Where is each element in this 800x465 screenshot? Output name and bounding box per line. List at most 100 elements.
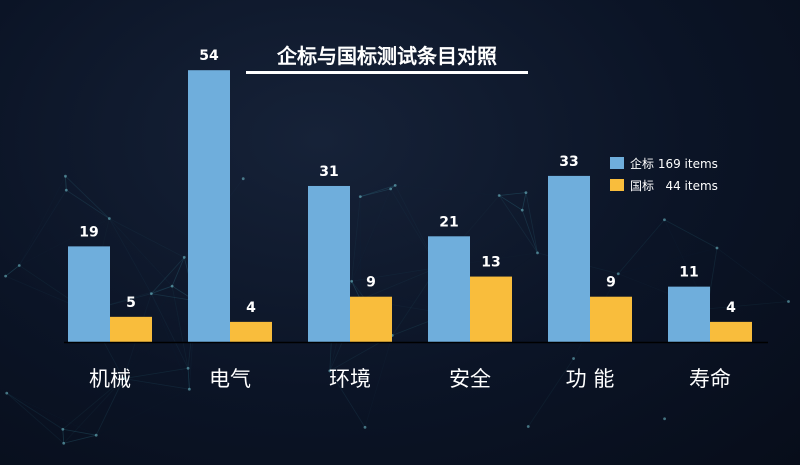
chart-title: 企标与国标测试条目对照 [277, 44, 497, 68]
network-line [521, 209, 538, 253]
data-label: 4 [726, 300, 736, 316]
network-node [149, 292, 153, 296]
data-label: 19 [79, 224, 98, 240]
network-node [5, 391, 9, 395]
network-line [187, 368, 190, 390]
x-tick-label: 功 能 [566, 367, 615, 391]
data-label: 5 [126, 295, 136, 311]
network-line [364, 335, 393, 428]
network-line [108, 218, 152, 294]
network-node [4, 274, 8, 278]
network-line [151, 293, 196, 302]
network-line [6, 392, 64, 430]
legend-label-series-2: 国标 44 items [630, 178, 718, 193]
network-line [360, 267, 438, 300]
network-line [123, 367, 189, 379]
network-node [328, 369, 332, 373]
network-node [663, 417, 666, 421]
legend-item-series-2: 国标 44 items [610, 174, 718, 196]
network-node [363, 425, 367, 429]
data-label: 9 [366, 275, 376, 291]
network-line [171, 286, 189, 369]
network-line [351, 281, 361, 300]
network-node [64, 188, 68, 192]
network-node [536, 251, 539, 255]
x-tick-label: 电气 [209, 367, 251, 391]
network-line [329, 370, 366, 428]
network-node [122, 377, 125, 380]
data-label: 11 [679, 265, 698, 281]
network-line [707, 301, 789, 310]
network-line [62, 429, 65, 444]
bar-national-1 [230, 321, 272, 342]
data-label: 4 [246, 300, 256, 316]
network-line [151, 257, 185, 294]
network-line [360, 184, 396, 197]
data-label: 21 [439, 214, 458, 230]
network-line [521, 192, 527, 211]
data-label: 33 [559, 154, 578, 170]
network-line [498, 195, 523, 211]
network-line [525, 192, 538, 253]
network-line [109, 218, 185, 258]
network-line [95, 378, 124, 436]
network-node [526, 425, 530, 428]
network-node [524, 191, 528, 194]
network-line [351, 196, 361, 282]
network-line [123, 378, 190, 390]
network-node [572, 357, 575, 360]
legend-swatch-series-2 [610, 179, 624, 191]
network-line [109, 218, 173, 287]
x-tick-label: 寿命 [689, 367, 731, 391]
data-label: 31 [319, 164, 338, 180]
x-tick-label: 环境 [329, 367, 371, 391]
network-node [616, 272, 620, 276]
legend-label-series-1: 企标 169 items [630, 156, 718, 171]
x-tick-label: 机械 [89, 367, 131, 391]
data-label: 13 [481, 255, 500, 271]
bar-national-5 [710, 321, 752, 342]
network-line [63, 434, 97, 444]
network-line [65, 175, 110, 219]
network-line [171, 257, 185, 287]
network-line [62, 428, 97, 436]
network-node [350, 279, 354, 283]
network-node [715, 246, 719, 250]
bar-enterprise-0 [68, 246, 110, 342]
network-node [94, 433, 98, 437]
data-label: 9 [606, 275, 616, 291]
network-line [527, 358, 574, 427]
network-line [617, 219, 665, 275]
bar-enterprise-1 [188, 70, 230, 342]
network-node [520, 208, 524, 212]
network-line [498, 195, 538, 254]
network-line [664, 219, 718, 249]
network-node [64, 174, 67, 178]
network-line [62, 378, 124, 430]
data-label: 54 [199, 48, 219, 64]
bar-national-2 [350, 296, 392, 342]
bar-enterprise-4 [548, 175, 590, 342]
network-node [389, 187, 393, 191]
network-line [150, 293, 189, 369]
network-node [170, 284, 174, 288]
bar-enterprise-5 [668, 286, 710, 342]
network-node [182, 255, 186, 259]
x-tick-label: 安全 [449, 367, 491, 391]
bar-enterprise-3 [428, 236, 470, 342]
network-node [497, 194, 501, 197]
network-line [360, 188, 391, 197]
bar-national-3 [470, 276, 512, 342]
bar-national-4 [590, 296, 632, 342]
network-line [65, 176, 67, 191]
legend-swatch-series-1 [610, 157, 624, 169]
network-line [499, 192, 526, 196]
network-line [18, 189, 67, 266]
network-line [351, 267, 438, 282]
network-node [787, 300, 790, 303]
network-line [151, 285, 173, 295]
network-node [663, 218, 666, 222]
network-node [107, 217, 111, 220]
network-node [62, 441, 66, 445]
